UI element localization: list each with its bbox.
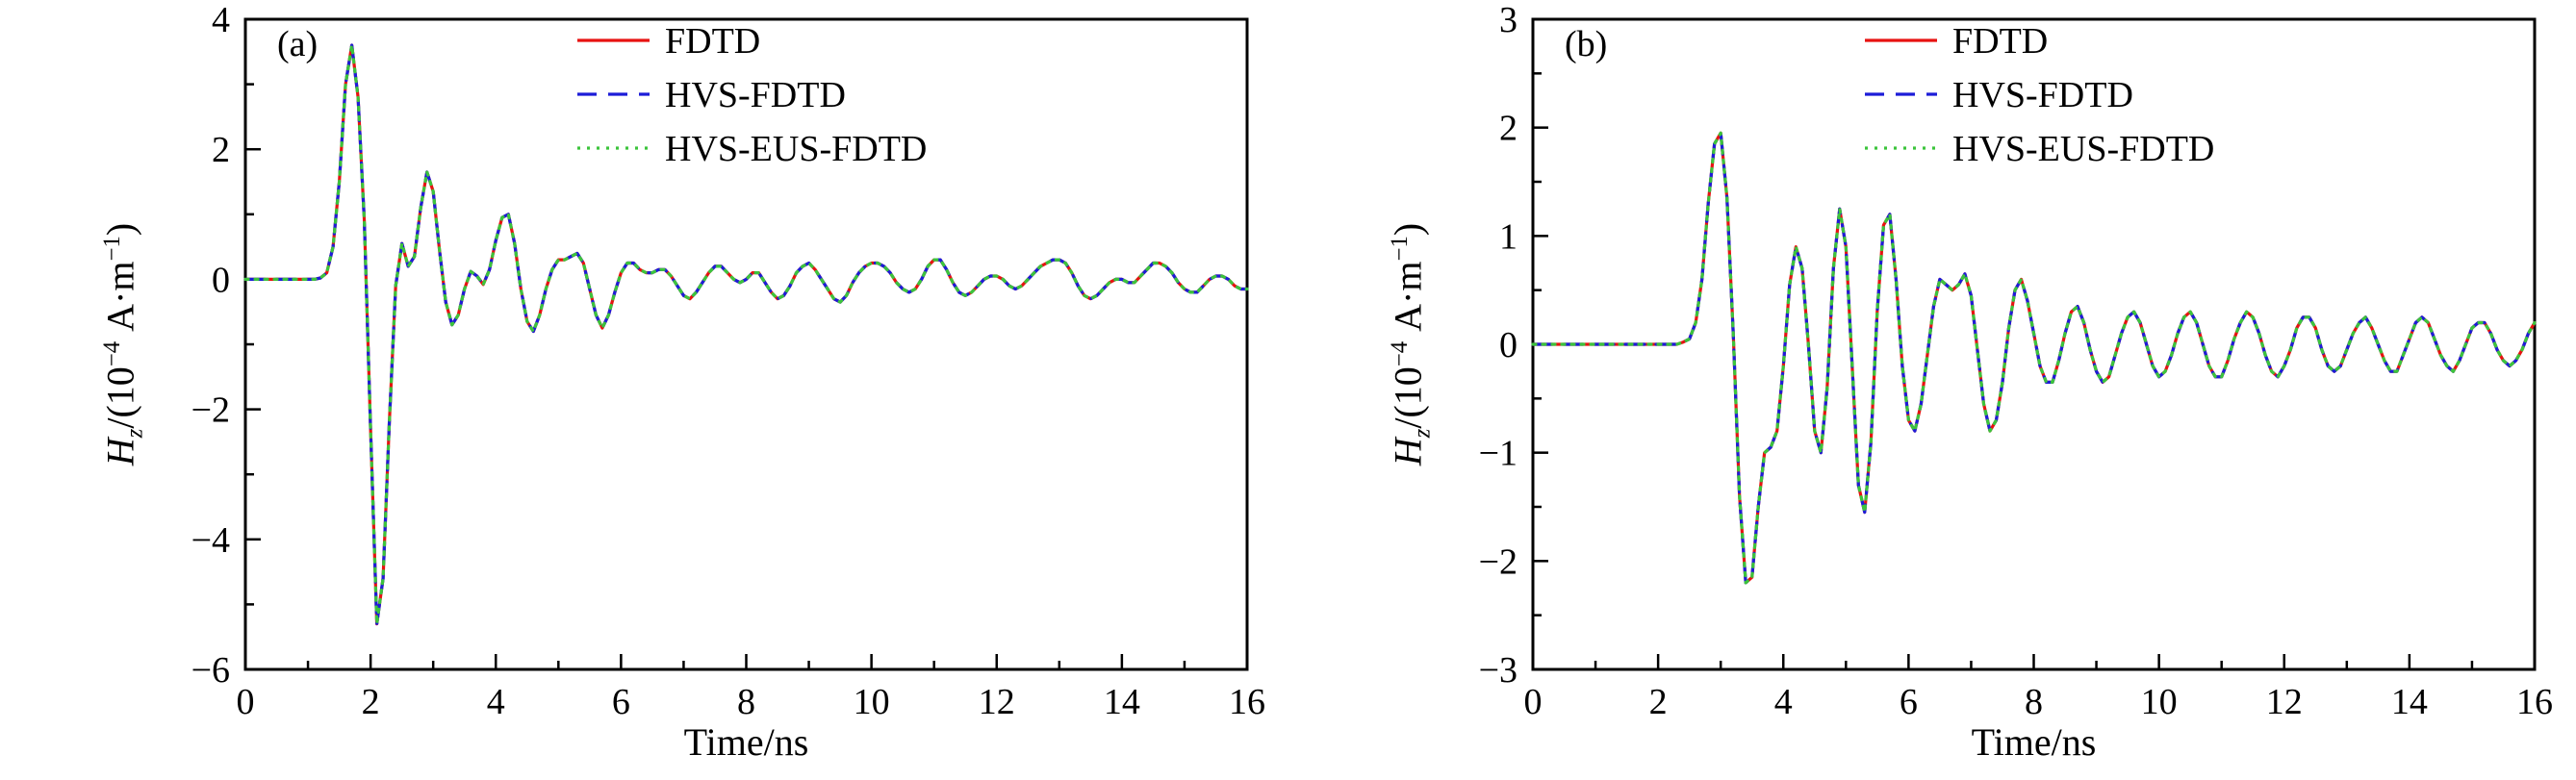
series-line-hvs-eus-fdtd [243,43,1249,626]
ylabel-subscript: z [1409,428,1436,439]
y-tick-label: −4 [191,520,230,561]
x-tick-label: 4 [487,682,505,722]
x-tick-label: 0 [1524,682,1543,722]
legend-label-fdtd: FDTD [665,21,760,62]
x-tick-label: 12 [2266,682,2303,722]
ylabel-variable: H [1386,438,1430,466]
y-tick-label: −2 [1479,541,1518,582]
legend-label-hvs-eus-fdtd: HVS-EUS-FDTD [1952,129,2214,169]
x-axis-label-b: Time/ns [1971,720,2097,764]
ylabel-close: ) [1386,222,1430,237]
x-tick-label: 16 [1229,682,1265,722]
x-tick-label: 10 [854,682,890,722]
y-tick-label: −6 [191,650,230,691]
legend-label-hvs-fdtd: HVS-FDTD [665,75,846,115]
series-line-hvs-eus-fdtd [1531,131,2537,585]
panel-b-label: (b) [1565,24,1608,64]
chart-b-canvas: 0 2 4 6 8 10 12 14 16−3−2−10123FDTDHVS-FDTDHVS-E… [1479,0,2553,722]
ylabel-exponent-2: −1 [99,236,126,262]
legend-label-fdtd: FDTD [1952,21,2048,62]
ylabel-open: /(10 [1386,366,1430,429]
panel-a: 0 2 4 6 8 10 12 14 16 −6 −4 −2 0 2 4 FDTD HVS-FDTD HVS-EU… [98,0,1266,764]
y-axis-label-b: Hz/(10−4 A·m−1) [1386,223,1437,465]
x-tick-label: 6 [1900,682,1918,722]
y-tick-label: 4 [212,0,230,40]
axis-frame [243,17,1249,671]
y-tick-label: 2 [212,130,230,170]
y-tick-label: −3 [1479,650,1518,691]
axis-frame [1531,17,2537,671]
y-tick-label: 0 [212,260,230,300]
ylabel-unit: A·m [98,261,142,341]
x-tick-label: 2 [1649,682,1668,722]
y-tick-label: 1 [1499,216,1518,257]
legend-label-hvs-eus-fdtd: HVS-EUS-FDTD [665,129,927,169]
x-axis-label-a: Time/ns [683,720,809,764]
y-tick-label: 0 [1499,325,1518,365]
y-tick-label: −1 [1479,434,1518,474]
ylabel-exponent: −4 [99,340,126,367]
y-tick-label: 2 [1499,109,1518,149]
ylabel-variable: H [98,438,142,466]
x-tick-label: 16 [2516,682,2553,722]
x-tick-label: 14 [1104,682,1140,722]
x-tick-label: 14 [2391,682,2428,722]
ylabel-unit: A·m [1386,261,1430,341]
x-tick-label: 10 [2141,682,2178,722]
y-tick-label: −2 [191,390,230,431]
ylabel-exponent: −4 [1387,340,1414,367]
ylabel-open: /(10 [98,366,142,429]
x-tick-label: 2 [362,682,380,722]
x-tick-label: 6 [612,682,630,722]
panel-b: 0 2 4 6 8 10 12 14 16 −3 −2 −1 0 1 2 3 FDTD HVS-FDTD HVS-E… [1288,0,2575,780]
legend-label-hvs-fdtd: HVS-FDTD [1952,75,2133,115]
ylabel-subscript: z [121,428,148,439]
chart-a-canvas: 0 2 4 6 8 10 12 14 16 −6 −4 −2 0 2 4 FDTD HVS-FDTD HVS-EU… [191,0,1265,722]
x-tick-label: 4 [1774,682,1793,722]
y-axis-label-a: Hz/(10−4 A·m−1) [98,223,149,465]
ylabel-close: ) [98,222,142,237]
x-tick-label: 12 [979,682,1015,722]
x-tick-label: 8 [2025,682,2043,722]
panel-a-label: (a) [277,24,319,64]
x-tick-label: 0 [237,682,255,722]
ylabel-exponent-2: −1 [1387,236,1414,262]
y-tick-label: 3 [1499,0,1518,40]
x-tick-label: 8 [737,682,755,722]
